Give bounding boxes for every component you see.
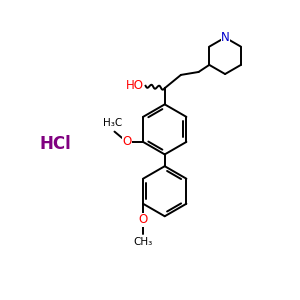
Text: N: N	[221, 31, 230, 44]
Text: H₃C: H₃C	[103, 118, 123, 128]
Text: HO: HO	[126, 79, 144, 92]
Text: CH₃: CH₃	[134, 237, 153, 247]
Text: O: O	[122, 135, 131, 148]
Text: HCl: HCl	[40, 135, 72, 153]
Text: O: O	[138, 213, 148, 226]
